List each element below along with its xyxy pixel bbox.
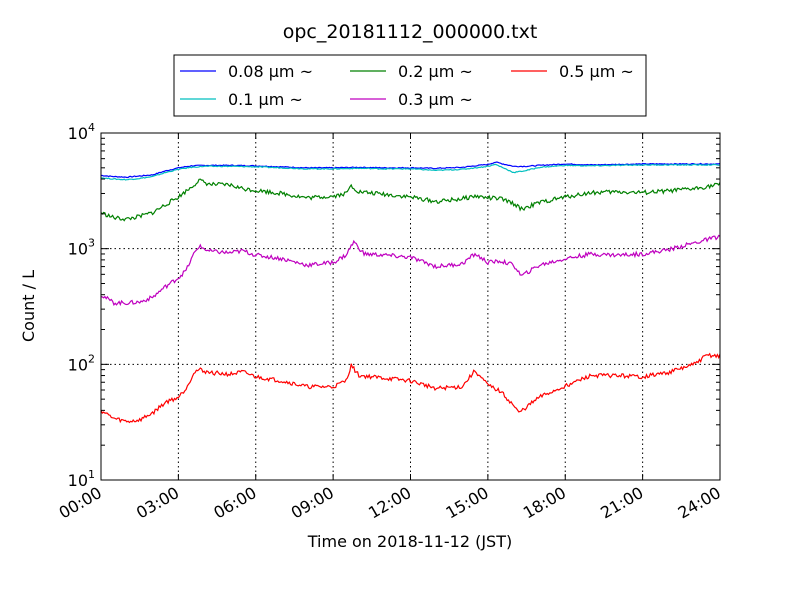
series-line-0.2 <box>100 178 721 222</box>
y-tick-base: 10 <box>68 471 88 490</box>
y-tick-exponent: 3 <box>88 237 95 250</box>
x-tick-label: 24:00 <box>675 483 724 523</box>
y-tick-base: 10 <box>68 355 88 374</box>
y-tick-base: 10 <box>68 124 88 143</box>
axis-ticks: 00:00 03:00 06:00 09:00 12:00 15:00 18:00 21:00… <box>56 121 724 523</box>
y-tick-label: 102 <box>68 352 95 374</box>
legend-label-0.3: 0.3 µm ~ <box>398 90 473 109</box>
legend: 0.08 µm ~ 0.1 µm ~ 0.2 µm ~ 0.3 µm ~ 0.5 µm … <box>173 54 647 117</box>
x-axis-label: Time on 2018-11-12 (JST) <box>307 532 512 551</box>
y-tick-exponent: 4 <box>88 121 95 134</box>
y-tick-label: 104 <box>68 121 95 143</box>
legend-label-0.1: 0.1 µm ~ <box>228 90 303 109</box>
series-lines <box>100 161 721 424</box>
legend-box <box>173 54 647 117</box>
x-tick-label: 09:00 <box>288 483 337 523</box>
y-axis-label: Count / L <box>19 270 38 342</box>
legend-label-0.08: 0.08 µm ~ <box>228 62 313 81</box>
y-tick-exponent: 1 <box>88 468 95 481</box>
y-tick-label: 101 <box>68 468 95 490</box>
x-tick-label: 18:00 <box>520 483 569 523</box>
chart-title: opc_20181112_000000.txt <box>283 21 538 43</box>
plot-frame <box>100 132 721 481</box>
legend-label-0.2: 0.2 µm ~ <box>398 62 473 81</box>
x-tick-label: 12:00 <box>365 483 414 523</box>
series-line-0.1 <box>100 163 721 181</box>
y-tick-label: 103 <box>68 237 95 259</box>
x-tick-label: 15:00 <box>442 483 491 523</box>
x-tick-label: 03:00 <box>133 483 182 523</box>
y-tick-exponent: 2 <box>88 352 95 365</box>
x-tick-label: 21:00 <box>597 483 646 523</box>
legend-label-0.5: 0.5 µm ~ <box>559 62 634 81</box>
series-line-0.3 <box>100 234 721 307</box>
series-line-0.5 <box>100 352 721 424</box>
y-tick-base: 10 <box>68 240 88 259</box>
grid-lines <box>101 133 720 480</box>
x-tick-label: 06:00 <box>210 483 259 523</box>
